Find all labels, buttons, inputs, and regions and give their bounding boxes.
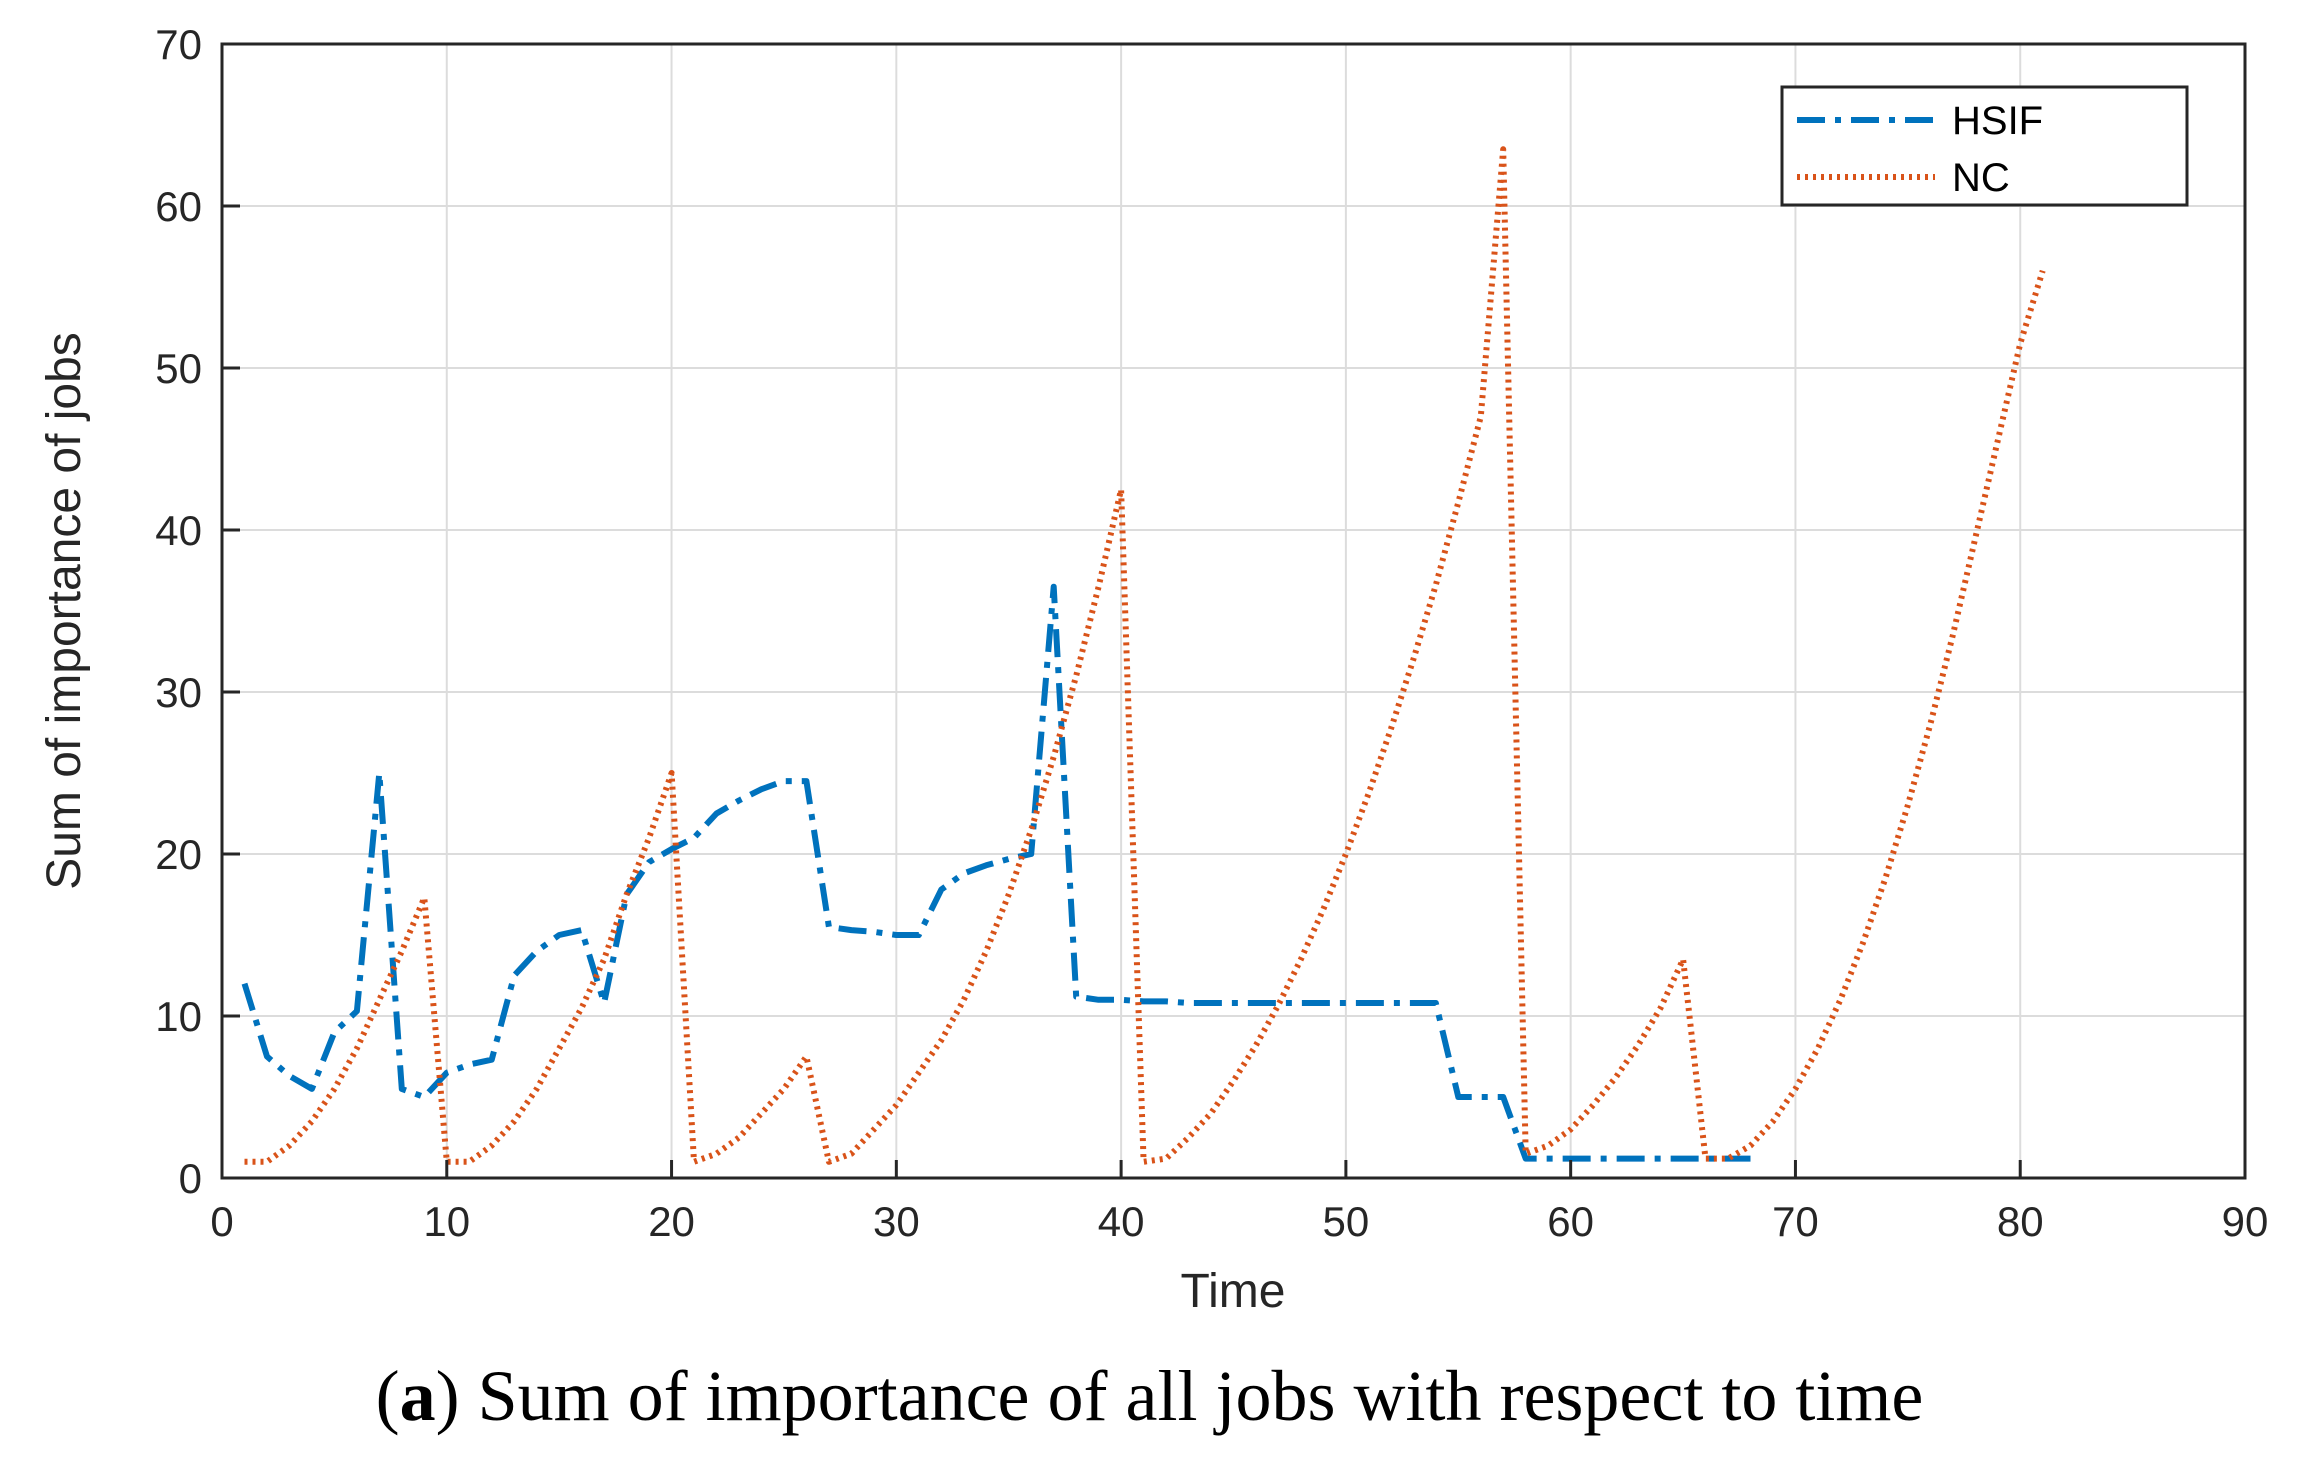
caption-label-letter: a: [399, 1356, 436, 1436]
x-tick-label: 90: [2222, 1198, 2269, 1245]
legend-box: [1780, 85, 2189, 207]
figure-caption: (a) Sum of importance of all jobs with r…: [0, 1355, 2299, 1438]
legend: HSIF NC: [1780, 85, 2189, 207]
x-tick-label: 40: [1098, 1198, 1145, 1245]
series-layer: [241, 146, 2046, 1165]
plot-area: [222, 44, 2245, 1178]
x-tick-label: 20: [648, 1198, 695, 1245]
caption-label-open: (: [375, 1356, 400, 1436]
x-tick-label: 70: [1772, 1198, 1819, 1245]
y-tick-label: 40: [155, 507, 202, 554]
legend-label-hsif: HSIF: [1952, 99, 2043, 143]
x-tick-label: 0: [210, 1198, 233, 1245]
series-line-hsif: [241, 583, 1751, 1162]
y-tick-label: 50: [155, 345, 202, 392]
caption-text: Sum of importance of all jobs with respe…: [459, 1356, 1924, 1436]
ticks: 0 10 20 30 40 50 60 70 80 90 0 10 20 30 40 50 60 70: [155, 21, 2268, 1245]
caption-label-close: ): [435, 1356, 460, 1436]
y-tick-label: 20: [155, 831, 202, 878]
y-tick-label: 30: [155, 669, 202, 716]
x-tick-label: 50: [1323, 1198, 1370, 1245]
x-tick-label: 10: [423, 1198, 470, 1245]
y-tick-label: 0: [179, 1155, 202, 1202]
y-axis-label: Sum of importance of jobs: [38, 332, 91, 890]
series-line-nc: [244, 146, 2046, 1165]
x-tick-label: 60: [1547, 1198, 1594, 1245]
y-tick-label: 60: [155, 183, 202, 230]
x-tick-label: 80: [1997, 1198, 2044, 1245]
y-tick-label: 70: [155, 21, 202, 68]
x-tick-label: 30: [873, 1198, 920, 1245]
plot-frame: [220, 42, 2247, 1180]
legend-label-nc: NC: [1952, 156, 2010, 200]
y-tick-label: 10: [155, 993, 202, 1040]
x-axis-label: Time: [1181, 1265, 1286, 1318]
